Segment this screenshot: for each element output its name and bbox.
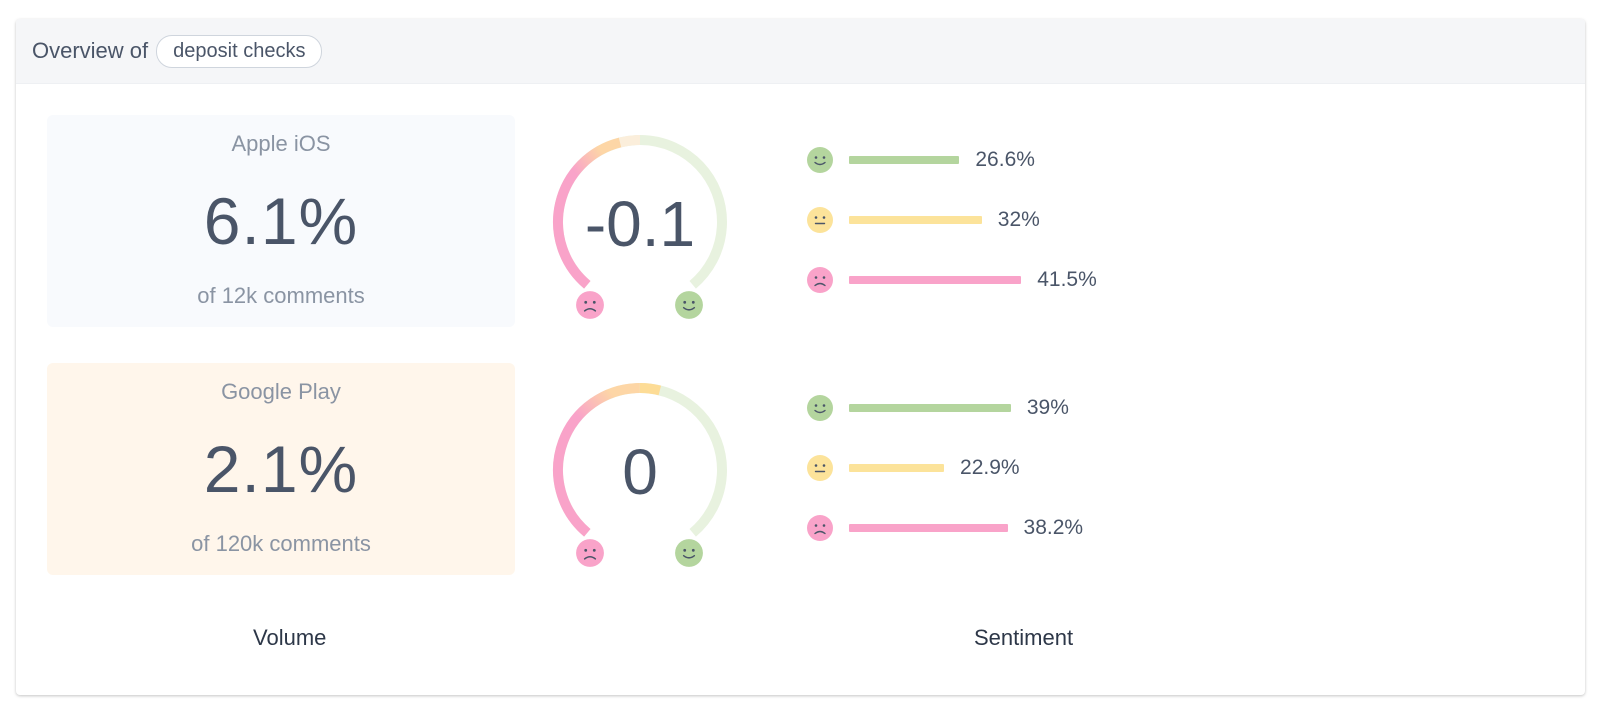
- sad-face-icon: [576, 539, 604, 567]
- gauge-fill: [553, 383, 640, 537]
- sentiment-bar: [849, 404, 1011, 412]
- volume-box: Apple iOS 6.1% of 12k comments: [47, 115, 515, 327]
- sad-face-icon: [576, 291, 604, 319]
- sentiment-row-neutral: 32%: [806, 205, 1206, 235]
- sentiment-row-neutral: 22.9%: [806, 453, 1206, 483]
- sentiment-row-positive: 26.6%: [806, 145, 1206, 175]
- sentiment-value: 39%: [1026, 396, 1069, 419]
- sentiment-bar: [849, 464, 945, 472]
- gauge-score: -0.1: [585, 188, 695, 260]
- sentiment-row-positive: 39%: [806, 393, 1206, 423]
- sentiment-value: 41.5%: [1037, 268, 1097, 291]
- gauge-marker: [618, 135, 641, 148]
- card-header: Overview of deposit checks: [16, 19, 1585, 84]
- sad-face-icon: [807, 267, 833, 293]
- sentiment-column-label: Sentiment: [974, 625, 1074, 650]
- sentiment-gauge: -0.1: [553, 135, 727, 319]
- overview-card: Overview of deposit checks Apple iOS 6.1…: [16, 19, 1585, 695]
- sentiment-breakdown: 26.6% 32% 41.5%: [806, 145, 1206, 325]
- happy-face-icon: [675, 291, 703, 319]
- gauge-score: 0: [622, 436, 658, 508]
- comments-count: of 120k comments: [191, 531, 371, 556]
- sentiment-row-negative: 41.5%: [806, 265, 1206, 295]
- sad-face-icon: [807, 515, 833, 541]
- volume-percent: 2.1%: [203, 432, 359, 506]
- sentiment-bar: [849, 524, 1008, 532]
- volume-percent: 6.1%: [203, 184, 359, 258]
- neutral-face-icon: [807, 207, 833, 233]
- volume-column-label: Volume: [253, 625, 327, 650]
- neutral-face-icon: [807, 455, 833, 481]
- platform-row-ios: Apple iOS 6.1% of 12k comments -0.1 26.6…: [16, 115, 1585, 327]
- sentiment-row-negative: 38.2%: [806, 513, 1206, 543]
- gauge-marker: [639, 383, 662, 396]
- happy-face-icon: [675, 539, 703, 567]
- topic-chip[interactable]: deposit checks: [156, 34, 323, 68]
- sentiment-value: 22.9%: [960, 456, 1020, 479]
- sentiment-value: 32%: [997, 208, 1040, 231]
- sentiment-gauge: 0: [553, 383, 727, 567]
- sentiment-value: 26.6%: [975, 148, 1035, 171]
- sentiment-bar: [849, 276, 1022, 284]
- volume-box: Google Play 2.1% of 120k comments: [47, 363, 515, 575]
- platform-row-google-play: Google Play 2.1% of 120k comments 0 39% 2…: [16, 363, 1585, 575]
- sentiment-value: 38.2%: [1023, 516, 1084, 539]
- gauge-fill: [553, 137, 622, 289]
- comments-count: of 12k comments: [197, 283, 365, 308]
- sentiment-bar: [849, 216, 982, 224]
- platform-name: Google Play: [221, 379, 341, 404]
- happy-face-icon: [807, 147, 833, 173]
- overview-title: Overview of: [32, 38, 149, 63]
- platform-name: Apple iOS: [231, 131, 331, 156]
- sentiment-bar: [849, 156, 960, 164]
- sentiment-breakdown: 39% 22.9% 38.2%: [806, 393, 1206, 573]
- happy-face-icon: [807, 395, 833, 421]
